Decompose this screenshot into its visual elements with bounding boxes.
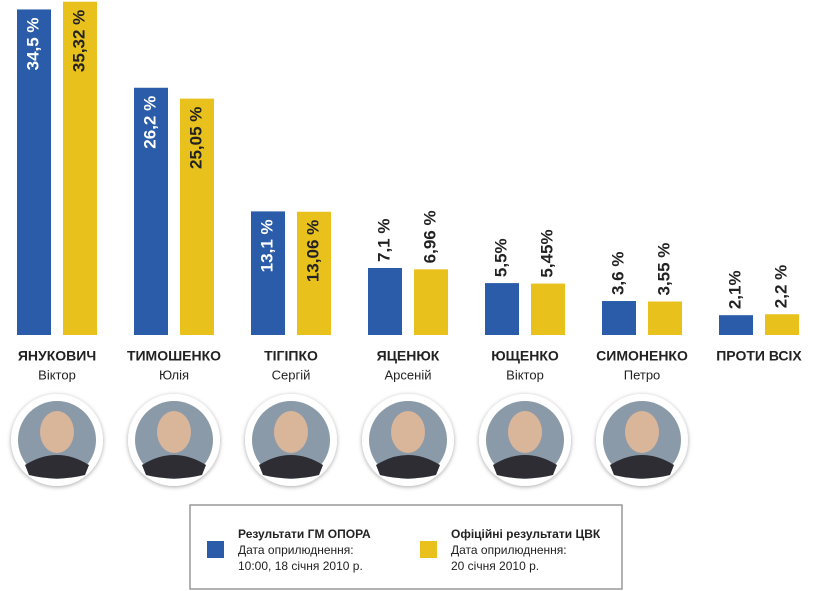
candidate-surname: СИМОНЕНКО (596, 348, 688, 364)
candidate-surname: ПРОТИ ВСІХ (716, 348, 802, 364)
bar (531, 283, 565, 335)
photo-face (40, 411, 74, 453)
legend-swatch (420, 541, 437, 558)
bar (368, 268, 402, 335)
photo-suit (610, 455, 674, 479)
bar (63, 1, 97, 336)
bar (765, 314, 799, 335)
value-label: 2,1% (725, 270, 744, 309)
value-label: 25,05 % (186, 107, 205, 169)
candidate-name: Арсеній (385, 367, 432, 382)
photo-face (625, 411, 659, 453)
photo-suit (259, 455, 323, 479)
candidate-surname: ЮЩЕНКО (491, 348, 559, 364)
photo-suit (493, 455, 557, 479)
candidate-surname: ТИМОШЕНКО (127, 348, 221, 364)
legend-note: 20 січня 2010 р. (451, 559, 539, 573)
value-label: 2,2 % (771, 265, 790, 308)
value-label: 26,2 % (140, 96, 159, 149)
value-label: 6,96 % (420, 210, 439, 263)
value-label: 3,55 % (654, 243, 673, 296)
value-label: 5,45% (537, 229, 556, 277)
bar (134, 87, 168, 336)
candidate-name: Юлія (159, 367, 189, 382)
candidate-name: Петро (624, 367, 661, 382)
photo-face (391, 411, 425, 453)
bar (251, 211, 285, 335)
photo-suit (376, 455, 440, 479)
bar (485, 283, 519, 335)
photo-face (157, 411, 191, 453)
value-label: 5,5% (491, 238, 510, 277)
legend-note: Дата оприлюднення: (451, 543, 567, 557)
candidate-surname: ЯНУКОВИЧ (18, 348, 96, 364)
legend-label: Результати ГМ ОПОРА (238, 527, 371, 541)
bar (719, 315, 753, 335)
legend-note: Дата оприлюднення: (238, 543, 354, 557)
photo-face (274, 411, 308, 453)
bar (180, 98, 214, 336)
value-label: 3,6 % (608, 252, 627, 295)
candidate-surname: ЯЦЕНЮК (377, 348, 440, 364)
legend-label: Офіційні результати ЦВК (451, 527, 601, 541)
legend-note: 10:00, 18 січня 2010 р. (238, 559, 363, 573)
bar (17, 9, 51, 336)
value-label: 13,06 % (303, 220, 322, 282)
bar (648, 301, 682, 335)
value-label: 35,32 % (69, 10, 88, 72)
value-label: 13,1 % (257, 219, 276, 272)
bar (414, 269, 448, 335)
bar (602, 301, 636, 335)
legend-box (189, 504, 623, 590)
photo-face (508, 411, 542, 453)
candidate-name: Сергій (272, 367, 311, 382)
value-label: 34,5 % (23, 17, 42, 70)
candidate-surname: ТІГІПКО (264, 348, 318, 364)
candidate-name: Віктор (506, 367, 544, 382)
photo-suit (142, 455, 206, 479)
candidate-name: Віктор (38, 367, 76, 382)
value-label: 7,1 % (374, 219, 393, 262)
bar (297, 211, 331, 335)
legend-swatch (207, 541, 224, 558)
photo-suit (25, 455, 89, 479)
